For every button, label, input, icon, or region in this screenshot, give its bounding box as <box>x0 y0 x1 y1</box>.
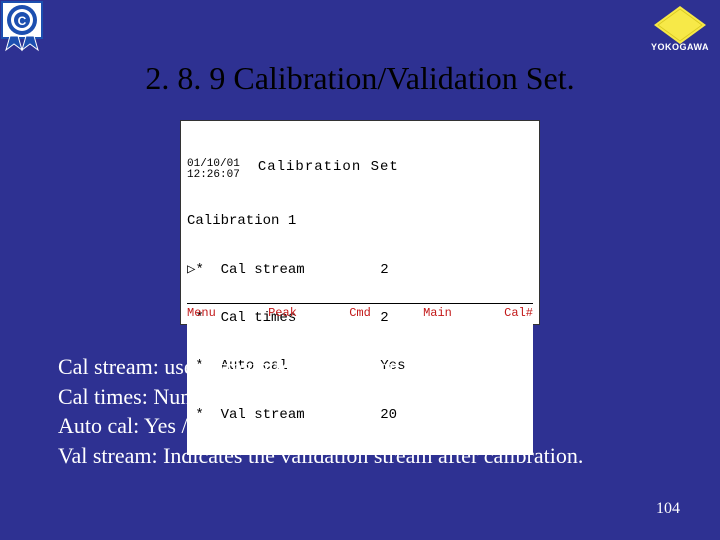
lcd-footer: Menu Peak Cmd Main Cal# <box>187 303 533 320</box>
lcd-row: ▷* Cal stream 2 <box>187 262 533 278</box>
lcd-footer-item: Peak <box>268 306 297 320</box>
description-line: Cal times: Number of analysis. <box>58 382 680 412</box>
lcd-footer-item: Menu <box>187 306 216 320</box>
description-line: Val stream: Indicates the validation str… <box>58 441 680 471</box>
svg-text:C: C <box>18 14 27 28</box>
lcd-screen: 01/10/01 12:26:07 Calibration Set Calibr… <box>180 120 540 325</box>
brand-label: YOKOGAWA <box>651 42 709 52</box>
slide-title: 2. 8. 9 Calibration/Validation Set. <box>0 60 720 97</box>
yokogawa-logo: YOKOGAWA <box>640 0 720 56</box>
lcd-footer-item: Cal# <box>504 306 533 320</box>
lcd-subtitle: Calibration 1 <box>187 213 533 229</box>
description-block: Cal stream: used stream for calibration.… <box>58 352 680 471</box>
certification-badge-icon: C <box>0 0 48 52</box>
lcd-footer-item: Cmd <box>349 306 371 320</box>
description-line: Cal stream: used stream for calibration. <box>58 352 680 382</box>
lcd-screen-title: Calibration Set <box>258 159 399 181</box>
lcd-datetime: 01/10/01 12:26:07 <box>187 159 240 181</box>
lcd-footer-item: Main <box>423 306 452 320</box>
page-number: 104 <box>656 500 680 518</box>
description-line: Auto cal: Yes / No. <box>58 411 680 441</box>
